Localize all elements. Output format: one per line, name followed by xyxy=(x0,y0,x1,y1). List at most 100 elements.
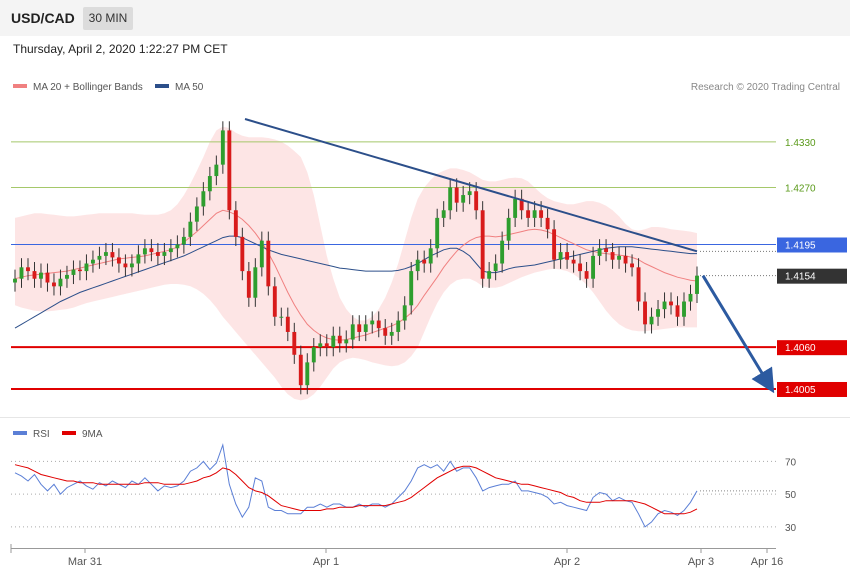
candle-body xyxy=(487,271,492,279)
candle-body xyxy=(415,259,420,272)
level-label-0: 1.4330 xyxy=(785,138,816,149)
x-tick-label: Apr 16 xyxy=(751,556,783,568)
candle-body xyxy=(604,248,609,253)
candle-body xyxy=(32,271,37,279)
candle-body xyxy=(539,210,544,218)
candle-body xyxy=(84,263,89,272)
candle-body xyxy=(513,198,518,218)
candle-body xyxy=(201,191,206,207)
candle-body xyxy=(519,198,524,211)
candle-body xyxy=(116,257,121,264)
candle-body xyxy=(246,271,251,298)
candle-body xyxy=(233,210,238,237)
legend-9ma-swatch xyxy=(62,431,76,435)
candle-body xyxy=(643,301,647,325)
level-label-1: 1.4270 xyxy=(785,183,816,194)
candle-body xyxy=(370,320,375,325)
rsi-line xyxy=(14,443,698,528)
candle-body xyxy=(39,272,43,279)
candle-body xyxy=(389,331,394,336)
candle-body xyxy=(597,248,602,256)
candle-body xyxy=(376,320,381,329)
candle-body xyxy=(253,267,258,298)
candle-body xyxy=(318,343,323,348)
candle-body xyxy=(630,263,634,268)
x-tick-label: Mar 31 xyxy=(68,556,102,568)
candle-body xyxy=(149,248,154,253)
candle-body xyxy=(337,335,342,344)
rsi-tick-label: 70 xyxy=(785,457,797,468)
candle-body xyxy=(467,191,472,196)
candle-body xyxy=(168,248,173,253)
x-tick-label: Apr 1 xyxy=(313,556,339,568)
candle-body xyxy=(110,252,115,258)
level-label-2: 1.4195 xyxy=(785,240,816,251)
candle-body xyxy=(617,255,622,260)
forecast-arrow xyxy=(701,274,775,394)
candle-body xyxy=(695,275,699,294)
candle-body xyxy=(350,324,355,340)
candle-body xyxy=(123,263,128,268)
candle-body xyxy=(181,236,186,245)
candle-body xyxy=(214,164,219,177)
candle-body xyxy=(435,217,440,249)
candle-body xyxy=(78,269,82,272)
candle-body xyxy=(584,271,589,279)
candle-body xyxy=(311,347,316,363)
legend-ma20-label: MA 20 + Bollinger Bands xyxy=(33,82,143,93)
candle-body xyxy=(649,316,654,325)
candle-body xyxy=(357,324,362,332)
candle-body xyxy=(565,252,570,260)
candle-body xyxy=(162,252,167,256)
candle-body xyxy=(188,221,193,237)
candle-body xyxy=(90,259,95,264)
candle-body xyxy=(71,269,76,275)
chart-datetime: Thursday, April 2, 2020 1:22:27 PM CET xyxy=(13,42,228,56)
candle-body xyxy=(142,248,147,255)
candle-body xyxy=(240,236,245,272)
candle-body xyxy=(279,316,284,318)
candle-body xyxy=(136,254,141,264)
bollinger-band xyxy=(15,126,697,401)
candle-body xyxy=(26,267,30,272)
candle-body xyxy=(448,187,453,211)
candle-body xyxy=(409,271,414,306)
x-axis: Mar 31 Apr 1 Apr 2 Apr 3 Apr 16 xyxy=(10,544,783,568)
candle-body xyxy=(571,259,576,264)
candle-body xyxy=(474,191,479,211)
candle-body xyxy=(266,240,271,287)
candle-body xyxy=(324,343,329,348)
legend-ma20-swatch xyxy=(13,84,27,88)
candle-body xyxy=(526,210,531,218)
rsi-9ma-line xyxy=(14,464,698,515)
candle-body xyxy=(623,255,628,264)
candle-body xyxy=(493,263,498,272)
candle-body xyxy=(656,309,660,317)
timeframe-badge[interactable]: 30 MIN xyxy=(83,7,133,30)
last-price-label: 1.4154 xyxy=(785,272,816,283)
candle-body xyxy=(461,195,466,203)
legend-ma50-swatch xyxy=(155,84,169,88)
candle-body xyxy=(506,217,511,241)
candle-body xyxy=(207,176,212,192)
legend-9ma-label: 9MA xyxy=(82,429,103,440)
x-tick-label: Apr 2 xyxy=(554,556,580,568)
candle-body xyxy=(175,244,180,249)
candle-body xyxy=(298,354,303,386)
candle-body xyxy=(19,267,24,279)
candle-body xyxy=(383,328,388,336)
x-tick-label: Apr 3 xyxy=(688,556,714,568)
legend-ma50-label: MA 50 xyxy=(175,82,204,93)
candle-body xyxy=(292,331,297,355)
candle-body xyxy=(285,316,290,332)
candle-body xyxy=(220,130,225,165)
trendline xyxy=(244,118,698,253)
main-plot: 1.4330 1.4270 1.4195 1.4060 1.4005 1.4154 xyxy=(11,118,847,401)
candle-body xyxy=(532,210,537,218)
candle-body xyxy=(552,229,557,260)
candle-body xyxy=(669,301,673,306)
candle-body xyxy=(636,267,641,302)
level-tag-4 xyxy=(777,381,847,397)
